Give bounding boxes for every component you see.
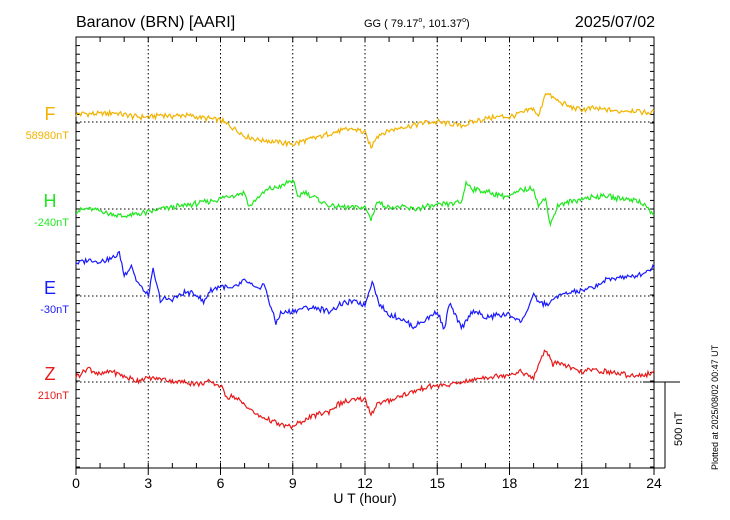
x-tick-label: 9 [289,475,297,491]
series-line-F [75,92,655,149]
plotted-at-note: Plotted at 2025/08/02 00:47 UT [710,344,720,470]
scale-bar-label: 500 nT [673,411,685,446]
channel-labels: F 58980nT H -240nT E -30nT Z 210nT [26,104,70,402]
channel-label-E: E [44,278,56,298]
x-tick-label: 21 [574,475,590,491]
channel-label-Z: Z [45,364,56,384]
x-axis-ticks: 0 3 6 9 12 15 18 21 24 [72,468,662,491]
series-line-Z [75,349,655,430]
x-tick-label: 18 [502,475,518,491]
x-axis-label: U T (hour) [333,490,396,506]
station-title: Baranov (BRN) [AARI] [76,14,235,31]
x-tick-label: 0 [72,475,80,491]
x-tick-label: 24 [646,475,662,491]
series-line-H [75,179,655,228]
series-line-E [75,250,655,331]
baseline-label-E: -30nT [40,304,69,316]
baseline-label-H: -240nT [34,217,69,229]
coordinates-label: GG ( 79.17o, 101.37o) [364,17,470,30]
channel-label-F: F [45,104,56,124]
vertical-grid [147,37,583,468]
baseline-label-F: 58980nT [26,130,70,142]
baseline-label-Z: 210nT [38,390,69,402]
x-tick-label: 6 [217,475,225,491]
frame-ticks [75,36,655,468]
series-layer [75,92,655,430]
x-tick-label: 15 [429,475,445,491]
channel-label-H: H [44,191,57,211]
scale-bar: 500 nT [643,381,685,469]
x-tick-label: 3 [144,475,152,491]
date-label: 2025/07/02 [575,14,655,31]
x-tick-label: 12 [357,475,373,491]
